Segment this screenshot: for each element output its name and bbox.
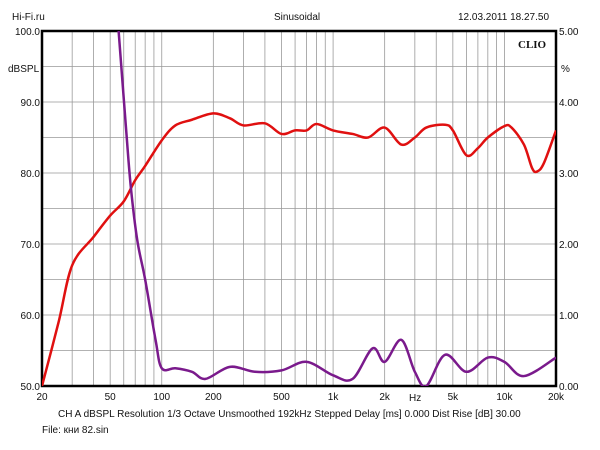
plot-frame xyxy=(40,29,558,388)
y-tick-label: 70.0 xyxy=(21,240,41,251)
clio-logo: CLIO xyxy=(518,39,547,51)
header-right: 12.03.2011 18.27.50 xyxy=(458,12,550,23)
footer-file: File: кни 82.sin xyxy=(42,425,109,436)
y-tick-label: 90.0 xyxy=(21,98,41,109)
thd-line xyxy=(117,31,556,386)
x-tick-label: 2k xyxy=(379,392,391,403)
x-tick-label: 10k xyxy=(496,392,513,403)
x-tick-label: 50 xyxy=(105,392,117,403)
x-tick-label: 100 xyxy=(153,392,170,403)
y-tick-label: 100.0 xyxy=(15,27,40,38)
y-tick-label: 60.0 xyxy=(21,311,41,322)
y2-tick-label: 2.00 xyxy=(559,240,579,251)
y2-axis-label: % xyxy=(561,64,570,75)
header-left: Hi-Fi.ru xyxy=(12,12,45,23)
y-axis-label: dBSPL xyxy=(8,64,40,75)
y-tick-label: 80.0 xyxy=(21,169,41,180)
y2-tick-label: 1.00 xyxy=(559,311,579,322)
x-tick-label: 5k xyxy=(448,392,460,403)
y2-tick-label: 4.00 xyxy=(559,98,579,109)
x-tick-label: 20 xyxy=(36,392,48,403)
x-tick-label: 20k xyxy=(548,392,565,403)
y2-tick-label: 5.00 xyxy=(559,27,579,38)
footer-settings: CH A dBSPL Resolution 1/3 Octave Unsmoot… xyxy=(58,409,521,420)
y-tick-label: 50.0 xyxy=(21,382,41,393)
y2-tick-label: 3.00 xyxy=(559,169,579,180)
frequency-response-line xyxy=(42,112,556,386)
x-tick-label: 1k xyxy=(328,392,340,403)
header-center: Sinusoidal xyxy=(274,12,321,23)
x-tick-label: 500 xyxy=(273,392,290,403)
x-axis-label: Hz xyxy=(409,393,422,404)
x-tick-label: 200 xyxy=(205,392,222,403)
y2-tick-label: 0.00 xyxy=(559,382,579,393)
